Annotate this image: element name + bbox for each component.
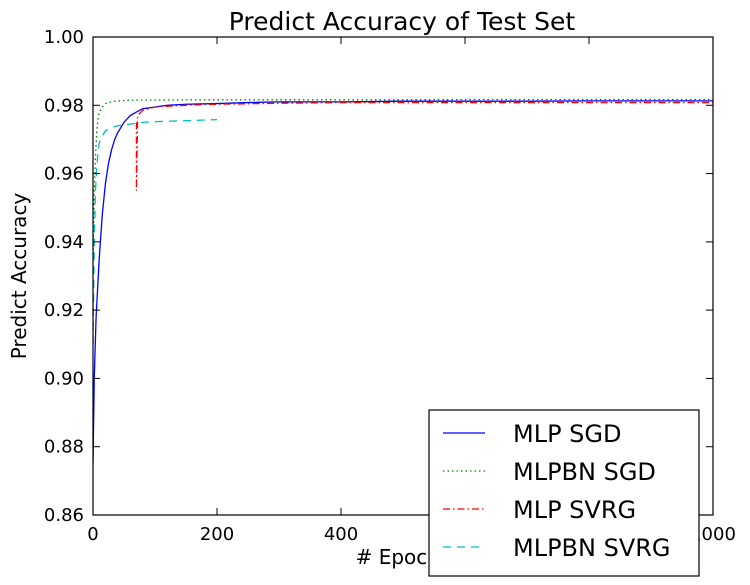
x-tick-label: 0: [87, 524, 98, 545]
y-tick-label: 0.94: [44, 232, 84, 253]
series-line-mlp-sgd: [93, 100, 713, 464]
y-tick-label: 0.86: [44, 505, 84, 526]
legend-label: MLPBN SVRG: [513, 534, 671, 562]
series-line-mlpbn-svrg: [93, 118, 218, 345]
x-tick-label: 200: [200, 524, 234, 545]
y-tick-label: 0.92: [44, 300, 84, 321]
legend: MLP SGD MLPBN SGD MLP SVRG MLPBN SVRG: [428, 409, 700, 577]
x-tick-label: 400: [324, 524, 358, 545]
y-tick-label: 1.00: [44, 27, 84, 48]
y-axis-label: Predict Accuracy: [7, 193, 31, 360]
series-layer: [93, 98, 713, 464]
legend-label: MLP SGD: [513, 420, 622, 448]
y-tick-label: 0.88: [44, 437, 84, 458]
legend-label: MLP SVRG: [513, 496, 636, 524]
chart-title: Predict Accuracy of Test Set: [229, 7, 576, 36]
legend-label: MLPBN SGD: [513, 458, 656, 486]
y-tick-label: 0.98: [44, 95, 84, 116]
legend-box: [428, 409, 700, 577]
plot-frame: [92, 36, 714, 516]
y-tick-label: 0.90: [44, 368, 84, 389]
x-tick-label: 1000: [690, 524, 736, 545]
y-tick-label: 0.96: [44, 164, 84, 185]
series-line-mlpbn-sgd: [93, 98, 713, 259]
series-line-mlp-svrg: [135, 101, 713, 191]
